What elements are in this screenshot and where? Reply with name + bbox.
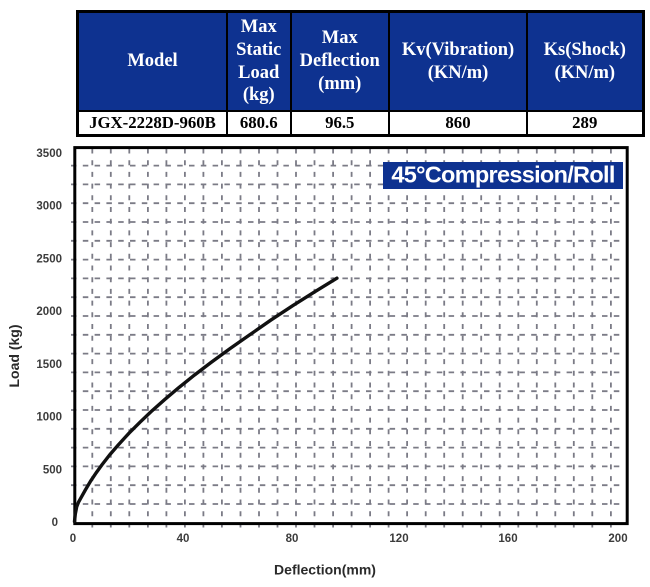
svg-text:500: 500 [43, 464, 62, 476]
svg-text:80: 80 [286, 533, 299, 545]
svg-text:160: 160 [498, 533, 517, 545]
svg-text:3500: 3500 [36, 148, 62, 160]
svg-text:120: 120 [389, 533, 408, 545]
svg-text:Load (kg): Load (kg) [6, 325, 22, 388]
svg-text:40: 40 [177, 533, 190, 545]
svg-text:200: 200 [608, 533, 627, 545]
svg-text:1000: 1000 [36, 412, 62, 424]
svg-text:0: 0 [70, 533, 76, 545]
svg-text:2500: 2500 [36, 253, 62, 265]
svg-text:1500: 1500 [36, 359, 62, 371]
svg-text:Deflection(mm): Deflection(mm) [274, 562, 376, 578]
svg-text:0: 0 [52, 517, 58, 529]
svg-text:2000: 2000 [36, 306, 62, 318]
svg-text:3000: 3000 [36, 201, 62, 213]
svg-text:45°Compression/Roll: 45°Compression/Roll [391, 162, 614, 188]
